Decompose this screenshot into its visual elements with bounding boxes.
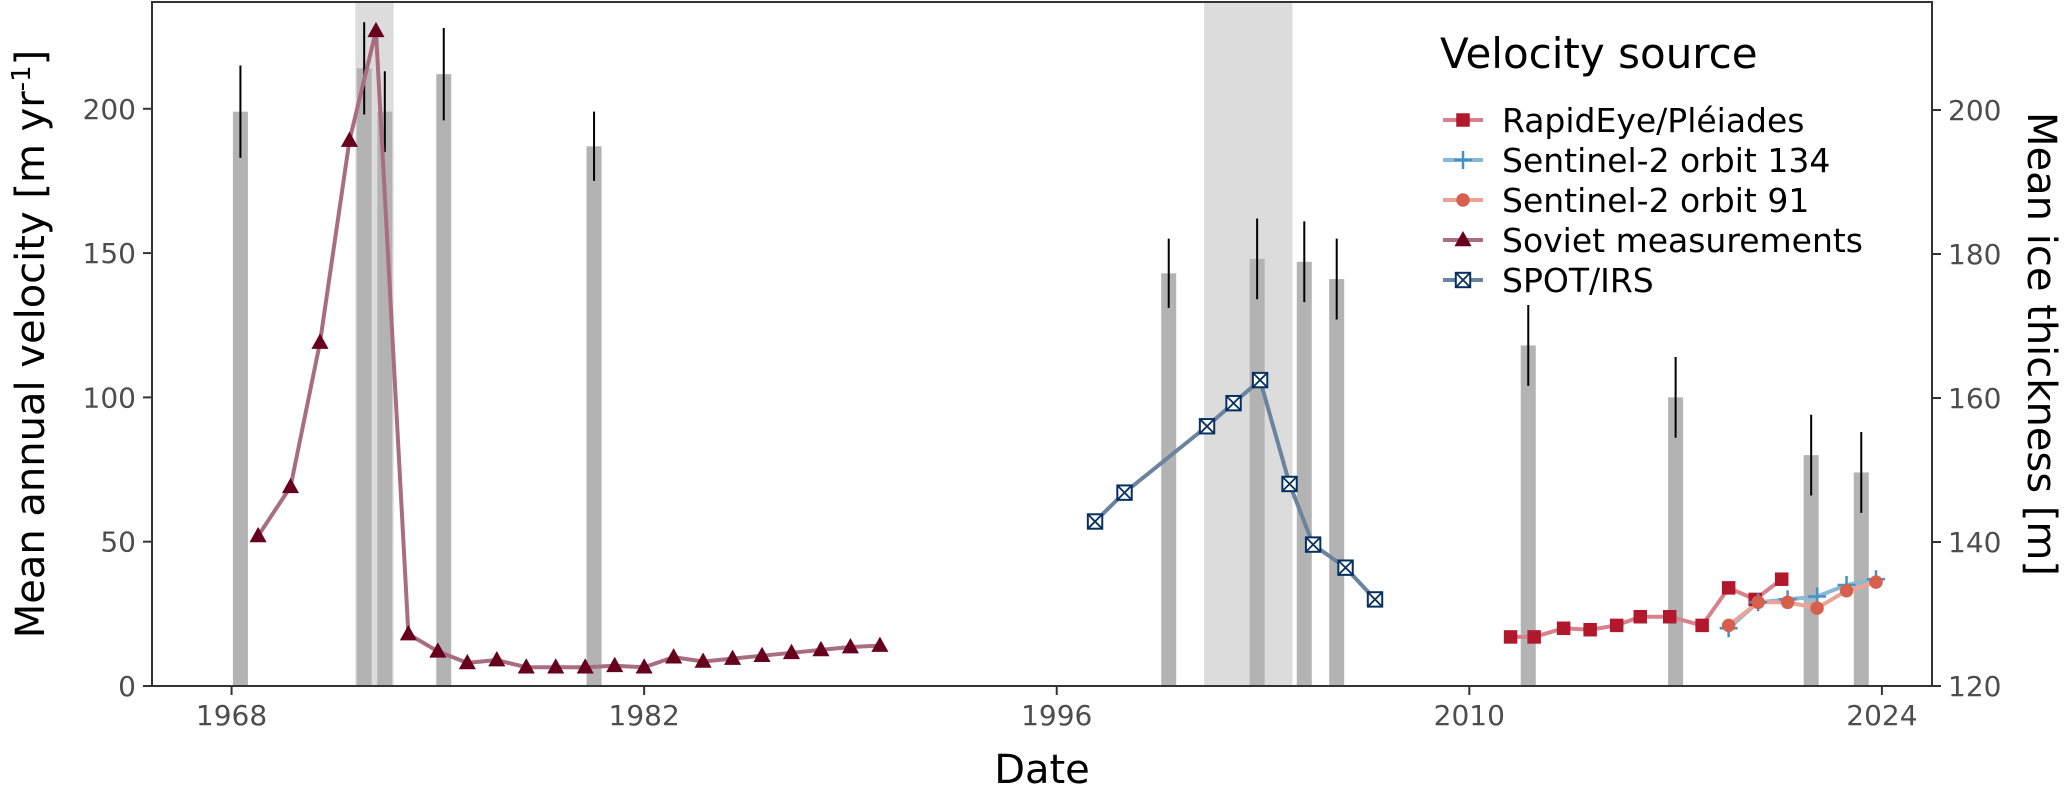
x-tick-label: 1968 xyxy=(196,699,267,732)
triangle-marker xyxy=(547,658,565,674)
legend-label: Sentinel-2 orbit 134 xyxy=(1502,141,1830,180)
boxcross-marker-cross xyxy=(1455,272,1471,288)
boxcross-marker-cross xyxy=(1199,418,1215,435)
square-marker xyxy=(1633,609,1647,624)
square-marker xyxy=(1662,609,1677,624)
square-marker xyxy=(1527,630,1541,644)
y2-tick-label: 160 xyxy=(1948,382,2001,415)
triangle-marker xyxy=(517,658,535,674)
thickness-bar xyxy=(1161,273,1177,686)
square-marker xyxy=(1503,630,1518,644)
thickness-bar xyxy=(1520,345,1536,686)
triangle-marker xyxy=(694,652,712,668)
triangle-marker xyxy=(724,649,742,665)
square-marker xyxy=(1774,572,1789,586)
legend-label: RapidEye/Pléiades xyxy=(1502,101,1805,140)
y2-tick-label: 140 xyxy=(1948,526,2001,559)
thickness-bar xyxy=(232,111,248,686)
triangle-marker xyxy=(871,636,889,652)
square-marker xyxy=(1456,113,1470,127)
thickness-bar xyxy=(1803,455,1819,686)
square-marker xyxy=(1695,618,1709,633)
y-axis-title-tail: ] xyxy=(8,50,54,66)
circle-marker xyxy=(1721,618,1736,633)
x-axis-title: Date xyxy=(994,747,1090,791)
triangle-marker xyxy=(1454,231,1472,247)
x-tick-label: 1996 xyxy=(1021,699,1092,732)
thickness-bar xyxy=(586,146,602,686)
legend-title: Velocity source xyxy=(1440,29,1758,78)
triangle-marker xyxy=(841,638,859,654)
thickness-bar xyxy=(1329,279,1345,686)
panel-border xyxy=(151,1,1933,687)
boxcross-marker-cross xyxy=(1116,484,1133,501)
boxcross-marker-cross xyxy=(1087,513,1103,530)
y2-tick-label: 120 xyxy=(1948,670,2001,703)
boxcross-marker-cross xyxy=(1252,372,1268,388)
triangle-marker xyxy=(249,526,267,543)
legend-label: Sentinel-2 orbit 91 xyxy=(1502,181,1809,220)
triangle-marker xyxy=(576,658,594,674)
y2-axis-title: Mean ice thickness [m] xyxy=(2018,112,2064,576)
square-marker xyxy=(1556,621,1571,636)
circle-marker xyxy=(1456,193,1470,207)
boxcross-marker-cross xyxy=(1281,476,1298,492)
thickness-bar xyxy=(1668,397,1684,686)
circle-marker xyxy=(1751,595,1765,610)
legend-label: SPOT/IRS xyxy=(1502,261,1654,300)
triangle-marker xyxy=(281,477,300,494)
triangle-marker xyxy=(635,658,653,674)
y-tick-label: 200 xyxy=(83,93,136,126)
thickness-bar xyxy=(1249,258,1265,686)
boxcross-marker-cross xyxy=(1225,395,1242,412)
triangle-marker xyxy=(458,653,476,670)
y-tick-label: 0 xyxy=(118,670,136,703)
triangle-marker xyxy=(367,21,385,38)
thickness-bars xyxy=(232,22,1869,686)
y-axis-title-main: Mean annual velocity [m yr xyxy=(8,91,54,639)
thickness-bar xyxy=(436,74,452,686)
series-line-soviet-measurements xyxy=(256,28,881,670)
axes: 1968 1982 1996 2010 2024 0 50 100 150 200 120 140 16… xyxy=(83,1,2001,732)
thickness-bar xyxy=(1296,261,1312,686)
triangle-marker xyxy=(488,651,506,667)
triangle-marker xyxy=(311,333,329,349)
plus-marker xyxy=(1454,151,1472,169)
x-tick-label: 2010 xyxy=(1434,699,1505,732)
legend-label: Soviet measurements xyxy=(1502,221,1863,260)
y-tick-label: 150 xyxy=(83,237,136,270)
boxcross-marker-cross xyxy=(1367,591,1383,608)
triangle-marker xyxy=(606,656,624,673)
triangle-marker xyxy=(812,640,830,657)
shaded-period xyxy=(1204,2,1293,686)
boxcross-marker-cross xyxy=(1337,559,1354,576)
x-tick-label: 2024 xyxy=(1846,699,1917,732)
thickness-bar xyxy=(356,68,372,686)
triangle-marker xyxy=(340,131,359,147)
y-tick-label: 50 xyxy=(100,526,136,559)
thickness-bar xyxy=(1853,472,1869,686)
circle-marker xyxy=(1869,575,1883,589)
y2-tick-label: 200 xyxy=(1948,94,2001,127)
triangle-marker xyxy=(665,648,683,664)
y-axis-title-superscript: -1 xyxy=(7,65,37,91)
boxcross-marker-cross xyxy=(1305,536,1321,553)
legend: Velocity source RapidEye/PléiadesSentine… xyxy=(1440,29,1863,300)
circle-marker xyxy=(1780,595,1795,610)
velocity-points xyxy=(249,21,1886,674)
square-marker xyxy=(1609,618,1624,633)
circle-marker xyxy=(1810,601,1824,615)
y2-tick-label: 180 xyxy=(1948,238,2001,271)
triangle-marker xyxy=(753,646,771,662)
y-axis-title: Mean annual velocity [m yr-1] xyxy=(7,50,54,639)
x-tick-label: 1982 xyxy=(609,699,680,732)
circle-marker xyxy=(1839,584,1854,598)
square-marker xyxy=(1721,581,1736,595)
y-tick-label: 100 xyxy=(83,381,136,414)
triangle-marker xyxy=(782,643,801,660)
triangle-marker xyxy=(399,625,417,641)
square-marker xyxy=(1583,622,1597,637)
triangle-marker xyxy=(429,642,447,658)
